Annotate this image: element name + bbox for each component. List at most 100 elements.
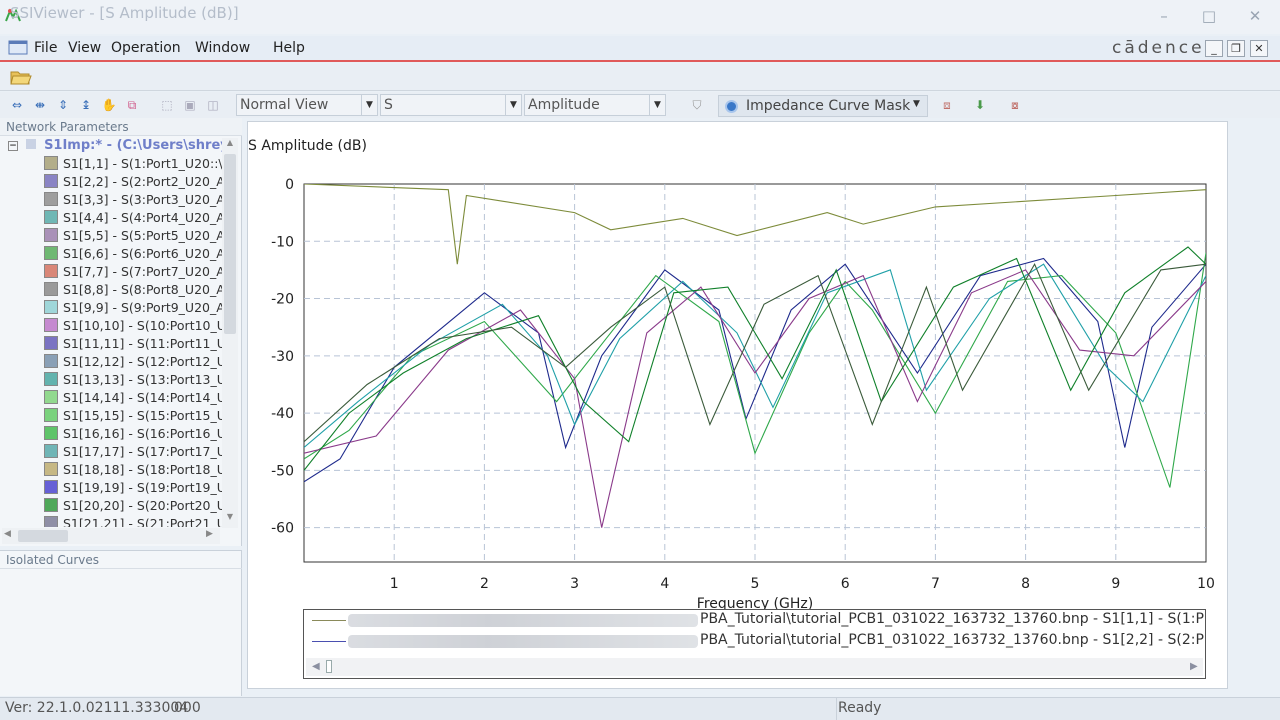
list-item-label: S1[12,12] - S(12:Port12_U <box>63 354 222 369</box>
fit-view-icon[interactable]: ◫ <box>207 98 219 112</box>
zoom-rect-icon[interactable]: ▣ <box>184 98 196 112</box>
zoom-vertical-icon[interactable]: ↨ <box>80 98 92 112</box>
list-item-label: S1[7,7] - S(7:Port7_U20_A <box>63 264 222 279</box>
legend-row[interactable]: PBA_Tutorial\tutorial_PCB1_031022_163732… <box>304 632 1204 650</box>
list-item[interactable]: S1[18,18] - S(18:Port18_U <box>44 461 222 479</box>
x-tick-label: 2 <box>480 576 489 592</box>
menu-help[interactable]: Help <box>273 40 305 56</box>
select-rect-icon[interactable]: ⬚ <box>161 98 173 112</box>
mdi-restore-button[interactable]: ❐ <box>1227 40 1245 57</box>
horizontal-scrollbar[interactable]: ◀ ▶ <box>2 528 220 544</box>
parameter-value: S <box>384 97 393 113</box>
mdi-close-button[interactable]: ✕ <box>1250 40 1268 57</box>
list-item[interactable]: S1[10,10] - S(10:Port10_U <box>44 317 222 335</box>
list-item-label: S1[14,14] - S(14:Port14_U <box>63 390 222 405</box>
pan-horizontal-icon[interactable]: ⇔ <box>11 98 23 112</box>
y-tick-label: -60 <box>271 521 294 537</box>
list-item-label: S1[15,15] - S(15:Port15_U <box>63 408 222 423</box>
impedance-mask-control[interactable]: Impedance Curve Mask ▼ <box>718 95 928 117</box>
chart-title: S Amplitude (dB) <box>248 138 367 154</box>
series-line-1[interactable] <box>304 184 1206 265</box>
y-tick-label: -20 <box>271 292 294 308</box>
quantity-select[interactable]: Amplitude ▼ <box>524 94 666 116</box>
filter-icon[interactable]: ⛉ <box>692 98 702 112</box>
scroll-thumb[interactable] <box>224 154 236 334</box>
legend-label: PBA_Tutorial\tutorial_PCB1_031022_163732… <box>700 632 1204 648</box>
collapse-icon[interactable]: − <box>8 141 18 151</box>
export-icon[interactable]: ⧈ <box>943 98 951 112</box>
copy-view-icon[interactable]: ⧉ <box>127 98 137 112</box>
series-line-3[interactable] <box>304 252 1206 488</box>
isolated-curves-panel: Isolated Curves <box>0 550 242 696</box>
list-item[interactable]: S1[5,5] - S(5:Port5_U20_A <box>44 227 222 245</box>
menu-operation[interactable]: Operation <box>111 40 181 56</box>
list-item[interactable]: S1[13,13] - S(13:Port13_U <box>44 371 222 389</box>
list-item[interactable]: S1[14,14] - S(14:Port14_U <box>44 389 222 407</box>
list-item-label: S1[21,21] - S(21:Port21_U <box>63 516 222 527</box>
legend-row[interactable]: PBA_Tutorial\tutorial_PCB1_031022_163732… <box>304 611 1204 629</box>
curve-color-swatch <box>44 354 58 368</box>
scroll-thumb[interactable] <box>326 660 332 673</box>
list-item-label: S1[4,4] - S(4:Port4_U20_A <box>63 210 222 225</box>
list-item[interactable]: S1[17,17] - S(17:Port17_U <box>44 443 222 461</box>
list-item[interactable]: S1[3,3] - S(3:Port3_U20_A <box>44 191 222 209</box>
list-item-label: S1[19,19] - S(19:Port19_U <box>63 480 222 495</box>
list-item[interactable]: S1[16,16] - S(16:Port16_U <box>44 425 222 443</box>
scroll-down-icon[interactable]: ▼ <box>226 512 234 521</box>
list-item-label: S1[11,11] - S(11:Port11_U <box>63 336 222 351</box>
pan-vertical-icon[interactable]: ⇕ <box>57 98 69 112</box>
list-item[interactable]: S1[6,6] - S(6:Port6_U20_A <box>44 245 222 263</box>
tree-root-node[interactable]: − S1Imp:* - (C:\Users\shrey <box>8 138 229 154</box>
scroll-left-icon[interactable]: ◀ <box>312 661 320 672</box>
list-item[interactable]: S1[11,11] - S(11:Port11_U <box>44 335 222 353</box>
series-line-4[interactable] <box>304 263 1206 448</box>
series-line-6[interactable] <box>304 246 1206 471</box>
list-item[interactable]: S1[12,12] - S(12:Port12_U <box>44 353 222 371</box>
curve-color-swatch <box>44 246 58 260</box>
list-item[interactable]: S1[19,19] - S(19:Port19_U <box>44 479 222 497</box>
list-item[interactable]: S1[9,9] - S(9:Port9_U20_A <box>44 299 222 317</box>
window-close-button[interactable]: ✕ <box>1248 7 1262 25</box>
y-tick-label: -40 <box>271 406 294 422</box>
parameter-list: S1[1,1] - S(1:Port1_U20::\ S1[2,2] - S(2:… <box>0 155 222 527</box>
menu-file[interactable]: File <box>34 40 58 56</box>
series-line-7[interactable] <box>304 262 1206 443</box>
list-item[interactable]: S1[4,4] - S(4:Port4_U20_A <box>44 209 222 227</box>
import-icon[interactable]: ⬇ <box>974 98 986 112</box>
x-tick-label: 4 <box>660 576 669 592</box>
list-item[interactable]: S1[20,20] - S(20:Port20_U <box>44 497 222 515</box>
network-parameters-panel: Network Parameters − S1Imp:* - (C:\Users… <box>0 118 242 546</box>
series-line-5[interactable] <box>304 269 1206 528</box>
menu-window[interactable]: Window <box>195 40 251 56</box>
list-item[interactable]: S1[15,15] - S(15:Port15_U <box>44 407 222 425</box>
view-mode-select[interactable]: Normal View ▼ <box>236 94 378 116</box>
list-item[interactable]: S1[7,7] - S(7:Port7_U20_A <box>44 263 222 281</box>
scroll-right-icon[interactable]: ▶ <box>206 529 213 539</box>
view-mode-value: Normal View <box>240 97 329 113</box>
list-item[interactable]: S1[2,2] - S(2:Port2_U20_A <box>44 173 222 191</box>
curve-color-swatch <box>44 372 58 386</box>
parameter-select[interactable]: S ▼ <box>380 94 522 116</box>
list-item[interactable]: S1[8,8] - S(8:Port8_U20_A <box>44 281 222 299</box>
hand-pan-icon[interactable]: ✋ <box>101 98 117 112</box>
zoom-horizontal-icon[interactable]: ⇼ <box>34 98 46 112</box>
list-item[interactable]: S1[21,21] - S(21:Port21_U <box>44 515 222 527</box>
legend-horizontal-scrollbar[interactable]: ◀ ▶ <box>306 658 1203 676</box>
curve-color-swatch <box>44 300 58 314</box>
window-minimize-button[interactable]: – <box>1160 7 1168 25</box>
list-item[interactable]: S1[1,1] - S(1:Port1_U20::\ <box>44 155 222 173</box>
open-folder-icon[interactable] <box>10 67 32 87</box>
status-bar: Ver: 22.1.0.02111.333004 000 Ready <box>0 697 1280 720</box>
report-icon[interactable]: ⧇ <box>1011 98 1019 112</box>
vertical-scrollbar[interactable]: ▲ ▼ <box>222 138 238 528</box>
scroll-thumb[interactable] <box>18 530 68 542</box>
s-amplitude-chart[interactable]: S Amplitude (dB) 1 2 3 4 5 6 7 8 9 10 0 -10 -20 -30 -40… <box>248 122 1229 690</box>
mdi-minimize-button[interactable]: _ <box>1205 40 1223 57</box>
menu-view[interactable]: View <box>68 40 102 56</box>
window-maximize-button[interactable]: □ <box>1201 7 1217 25</box>
scroll-up-icon[interactable]: ▲ <box>226 138 234 147</box>
curve-color-swatch <box>44 336 58 350</box>
scroll-left-icon[interactable]: ◀ <box>4 529 11 539</box>
document-window-icon[interactable] <box>8 39 28 57</box>
scroll-right-icon[interactable]: ▶ <box>1190 661 1198 672</box>
